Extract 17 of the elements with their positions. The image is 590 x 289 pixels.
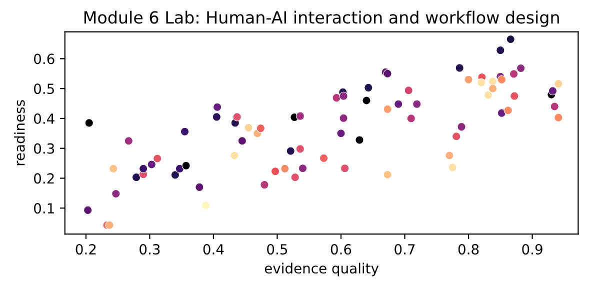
y-tick-label: 0.4 (34, 113, 54, 124)
x-tick-label: 0.5 (267, 244, 288, 255)
y-axis-title: readiness (14, 100, 25, 166)
x-axis-title: evidence quality (264, 262, 379, 276)
x-tick-label: 0.8 (458, 244, 479, 255)
x-tick-label: 0.4 (203, 244, 224, 255)
x-tick-label: 0.2 (76, 244, 96, 255)
x-tick-label: 0.9 (522, 244, 542, 255)
x-tick-label: 0.7 (394, 244, 415, 255)
y-tick-label: 0.5 (34, 84, 54, 94)
x-tick-label: 0.6 (330, 244, 352, 255)
y-tick-label: 0.2 (34, 173, 54, 184)
y-tick-label: 0.1 (34, 203, 54, 214)
chart-title: Module 6 Lab: Human-AI interaction and workflow design (84, 10, 559, 27)
x-tick-label: 0.3 (140, 244, 160, 255)
y-tick-label: 0.6 (34, 54, 54, 64)
y-tick-label: 0.3 (34, 143, 54, 154)
